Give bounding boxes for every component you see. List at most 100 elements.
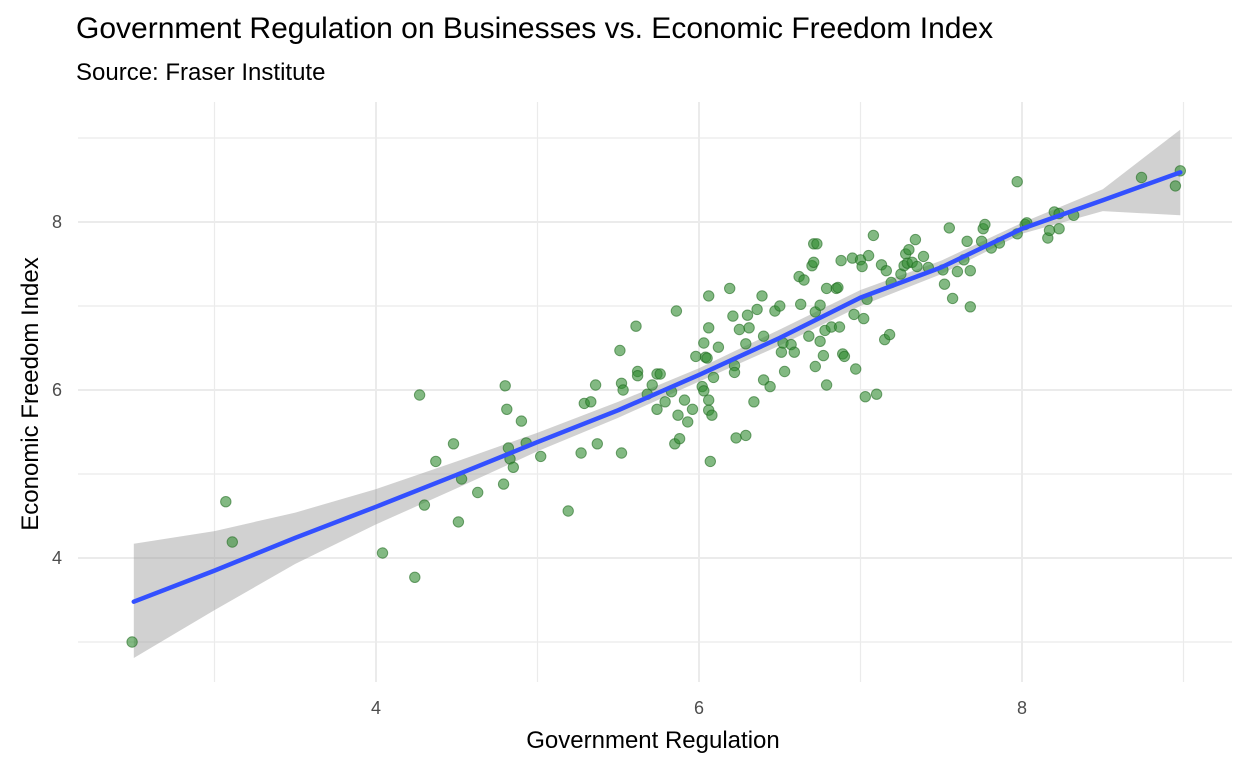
data-point (961, 235, 973, 248)
data-point (682, 416, 694, 428)
data-point (756, 290, 768, 302)
data-point (848, 308, 860, 321)
data-point (859, 391, 871, 403)
data-point (814, 299, 826, 311)
data-point (575, 447, 587, 459)
data-point (803, 330, 815, 342)
data-point (835, 254, 847, 267)
data-point (497, 478, 510, 490)
data-point (820, 379, 833, 391)
data-point (452, 516, 465, 528)
grid (78, 102, 1232, 682)
data-point (850, 363, 862, 375)
data-point (778, 365, 791, 378)
data-point (418, 499, 431, 511)
data-point (499, 380, 511, 392)
data-point (654, 368, 666, 380)
data-point (788, 346, 800, 358)
data-point (909, 233, 922, 246)
data-point (678, 394, 691, 406)
data-point (585, 396, 597, 408)
data-point (673, 433, 686, 445)
data-point (832, 281, 844, 294)
y-tick-label: 8 (52, 212, 62, 232)
data-point (733, 323, 746, 336)
data-point (704, 455, 716, 468)
data-point (911, 260, 923, 273)
data-point (748, 396, 760, 408)
data-point (798, 274, 810, 286)
data-point (1169, 180, 1182, 192)
data-point (764, 380, 776, 393)
data-point (651, 403, 663, 415)
data-point (614, 344, 626, 357)
chart-subtitle: Source: Fraser Institute (76, 59, 326, 86)
data-point (870, 388, 883, 400)
data-point (883, 328, 896, 341)
data-point (703, 322, 715, 334)
data-point (740, 429, 752, 442)
data-point (728, 366, 741, 379)
data-point (838, 350, 851, 363)
data-point (862, 249, 875, 262)
data-point (698, 337, 710, 349)
smooth-trend-line (131, 170, 1183, 604)
x-axis-title: Government Regulation (526, 727, 779, 754)
data-point (979, 218, 991, 231)
data-point (1043, 224, 1056, 237)
data-point (413, 389, 426, 401)
data-point (615, 447, 628, 459)
data-point (672, 409, 684, 421)
data-point (646, 379, 658, 391)
y-tick-label: 6 (52, 380, 62, 400)
data-point (712, 341, 725, 353)
data-point (811, 238, 823, 250)
data-point (707, 371, 720, 384)
data-point (833, 321, 846, 333)
data-point (701, 352, 713, 364)
data-point (951, 265, 964, 278)
data-point (943, 222, 955, 234)
data-point (856, 260, 868, 273)
data-point (903, 244, 915, 256)
x-tick-label: 6 (694, 698, 704, 718)
data-point (226, 536, 239, 548)
data-point (507, 461, 519, 473)
data-point (808, 256, 820, 268)
data-point (820, 282, 833, 295)
data-point (630, 320, 642, 332)
data-point (795, 298, 807, 310)
tick-labels: 4 6 8 4 6 8 (52, 212, 1027, 718)
data-point (740, 338, 752, 350)
data-point (858, 312, 870, 325)
data-point (774, 300, 786, 312)
data-point (938, 278, 951, 290)
data-point (724, 282, 736, 295)
data-point (817, 349, 830, 362)
data-point (501, 403, 513, 415)
data-point (809, 360, 821, 373)
data-point (631, 370, 644, 382)
data-point (757, 330, 770, 342)
data-point (447, 438, 460, 450)
data-point (880, 265, 892, 277)
data-point (430, 455, 442, 468)
data-point (814, 335, 826, 347)
data-point (535, 450, 547, 463)
data-point (1053, 223, 1065, 235)
chart-title: Government Regulation on Businesses vs. … (76, 12, 994, 45)
data-point (964, 301, 976, 313)
data-point (917, 250, 930, 263)
data-point (964, 265, 976, 277)
data-point (703, 394, 715, 406)
data-point (730, 432, 742, 444)
data-point (562, 505, 574, 517)
y-axis-title: Economic Freedom Index (17, 257, 44, 530)
data-point (589, 379, 602, 391)
data-point (775, 346, 788, 358)
data-point (515, 415, 528, 427)
data-point (1135, 171, 1148, 184)
data-point (727, 310, 739, 322)
x-tick-label: 8 (1017, 698, 1027, 718)
